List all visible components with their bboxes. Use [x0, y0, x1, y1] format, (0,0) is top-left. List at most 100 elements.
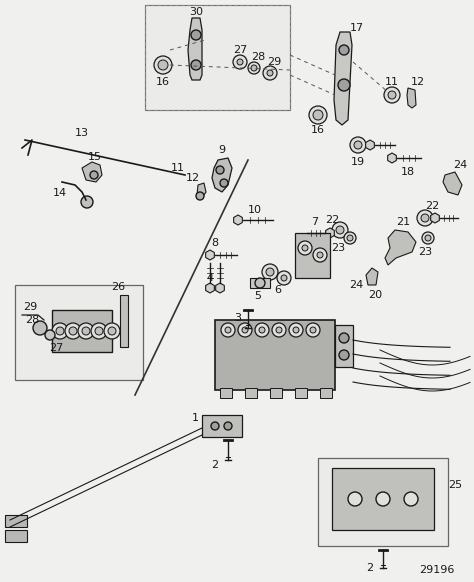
Bar [5, 515, 27, 527]
Text: 18: 18 [401, 167, 415, 177]
Bar [320, 388, 332, 398]
Circle shape [91, 323, 107, 339]
Polygon shape [334, 32, 352, 125]
Circle shape [350, 137, 366, 153]
Polygon shape [234, 215, 242, 225]
Text: 1: 1 [191, 413, 199, 423]
Circle shape [154, 56, 172, 74]
Polygon shape [366, 268, 378, 285]
Polygon shape [365, 140, 374, 150]
Text: 30: 30 [189, 7, 203, 17]
Circle shape [266, 268, 274, 276]
Circle shape [354, 141, 362, 149]
Polygon shape [407, 88, 416, 108]
Circle shape [238, 323, 252, 337]
Text: 14: 14 [53, 188, 67, 198]
Circle shape [211, 422, 219, 430]
Circle shape [191, 30, 201, 40]
Circle shape [267, 70, 273, 76]
Text: 28: 28 [251, 52, 265, 62]
Circle shape [421, 214, 429, 222]
Bar [145, 5, 290, 110]
Circle shape [425, 235, 431, 241]
Text: 17: 17 [350, 23, 364, 33]
Bar [15, 285, 143, 380]
Circle shape [224, 422, 232, 430]
Circle shape [220, 179, 228, 187]
Polygon shape [431, 213, 439, 223]
Bar [295, 233, 330, 278]
Text: 2: 2 [366, 563, 374, 573]
Circle shape [52, 323, 68, 339]
Text: 8: 8 [211, 238, 219, 248]
Circle shape [221, 323, 235, 337]
Circle shape [237, 59, 243, 65]
Polygon shape [206, 283, 214, 293]
Text: 11: 11 [385, 77, 399, 87]
Circle shape [251, 65, 257, 71]
Circle shape [242, 327, 248, 333]
Circle shape [65, 323, 81, 339]
Text: 16: 16 [311, 125, 325, 135]
Bar [52, 310, 112, 352]
Circle shape [332, 222, 348, 238]
Text: 29196: 29196 [419, 565, 455, 575]
Circle shape [298, 241, 312, 255]
Text: 9: 9 [219, 145, 226, 155]
Text: 3: 3 [235, 313, 241, 323]
Circle shape [293, 327, 299, 333]
Text: 27: 27 [233, 45, 247, 55]
Circle shape [233, 55, 247, 69]
Text: 11: 11 [171, 163, 185, 173]
Circle shape [347, 235, 353, 241]
Circle shape [56, 327, 64, 335]
Text: 26: 26 [111, 282, 125, 292]
Circle shape [306, 323, 320, 337]
Text: 13: 13 [75, 128, 89, 138]
Text: 20: 20 [368, 290, 382, 300]
Circle shape [281, 275, 287, 281]
Circle shape [317, 252, 323, 258]
Bar [270, 388, 282, 398]
Bar [295, 388, 307, 398]
Polygon shape [385, 230, 416, 265]
Polygon shape [443, 172, 462, 195]
Bar [145, 5, 290, 110]
Text: 29: 29 [23, 302, 37, 312]
Polygon shape [82, 162, 102, 182]
Text: 25: 25 [448, 480, 462, 490]
Circle shape [302, 245, 308, 251]
Circle shape [384, 87, 400, 103]
Circle shape [248, 62, 260, 74]
Polygon shape [197, 183, 206, 198]
Circle shape [417, 210, 433, 226]
Circle shape [191, 60, 201, 70]
Text: 16: 16 [156, 77, 170, 87]
Text: 5: 5 [255, 291, 262, 301]
Circle shape [422, 232, 434, 244]
Circle shape [95, 327, 103, 335]
Text: 15: 15 [88, 152, 102, 162]
Text: 23: 23 [331, 243, 345, 253]
Circle shape [272, 323, 286, 337]
Circle shape [45, 330, 55, 340]
Circle shape [255, 278, 265, 288]
Text: 2: 2 [211, 460, 219, 470]
Circle shape [376, 492, 390, 506]
Circle shape [313, 110, 323, 120]
Circle shape [289, 323, 303, 337]
Text: 12: 12 [186, 173, 200, 183]
Polygon shape [216, 283, 224, 293]
Text: 21: 21 [396, 217, 410, 227]
Circle shape [262, 264, 278, 280]
Bar [220, 388, 232, 398]
Bar [120, 295, 128, 347]
Polygon shape [206, 250, 214, 260]
Circle shape [339, 45, 349, 55]
Text: 29: 29 [267, 57, 281, 67]
Circle shape [310, 327, 316, 333]
Circle shape [339, 350, 349, 360]
Circle shape [404, 492, 418, 506]
Bar [202, 415, 242, 437]
Circle shape [388, 91, 396, 99]
